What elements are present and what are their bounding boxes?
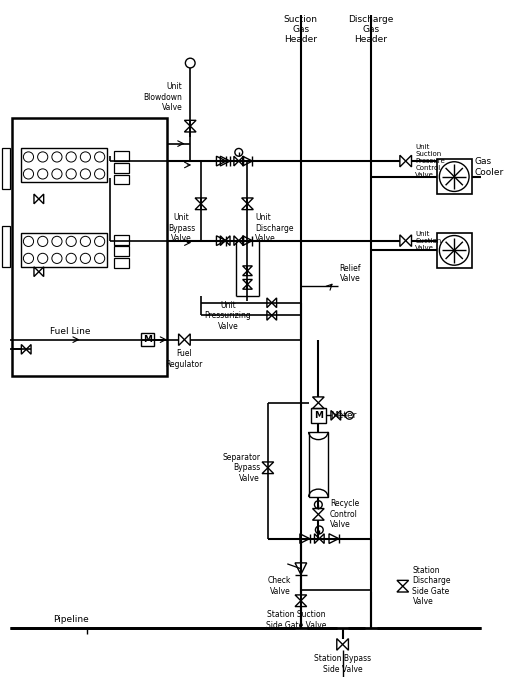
Bar bbox=[436, 233, 471, 268]
Text: Fuel Line: Fuel Line bbox=[49, 327, 90, 336]
Bar bbox=[113, 151, 129, 161]
Bar bbox=[308, 432, 327, 497]
Bar bbox=[113, 235, 129, 244]
Text: Station Bypass
Side Valve: Station Bypass Side Valve bbox=[314, 654, 371, 674]
Text: Station Suction
Side Gate Valve: Station Suction Side Gate Valve bbox=[265, 610, 326, 630]
Text: M: M bbox=[313, 411, 322, 420]
Bar bbox=[113, 175, 129, 184]
Text: Gas
Cooler: Gas Cooler bbox=[474, 157, 503, 177]
Text: Unit
Suction
Pressure
Control
Valve: Unit Suction Pressure Control Valve bbox=[415, 144, 444, 178]
Bar bbox=[21, 149, 107, 182]
Bar bbox=[113, 258, 129, 268]
Text: Pipeline: Pipeline bbox=[53, 615, 89, 624]
Text: Discharge
Gas
Header: Discharge Gas Header bbox=[347, 14, 393, 44]
Bar bbox=[12, 118, 167, 376]
Text: Relief
Valve: Relief Valve bbox=[339, 264, 361, 283]
Text: Separator
Bypass
Valve: Separator Bypass Valve bbox=[222, 453, 260, 483]
Text: Unit
Suction
Valve: Unit Suction Valve bbox=[415, 230, 441, 250]
Bar bbox=[2, 226, 10, 267]
Bar bbox=[436, 159, 471, 194]
Bar bbox=[2, 149, 10, 189]
Bar bbox=[310, 407, 325, 423]
Bar bbox=[21, 233, 107, 267]
Text: Recycle
Control
Valve: Recycle Control Valve bbox=[329, 499, 359, 529]
Bar bbox=[113, 163, 129, 173]
Text: Unit
Discharge
Valve: Unit Discharge Valve bbox=[255, 213, 293, 244]
Bar bbox=[140, 333, 154, 347]
Text: M: M bbox=[143, 335, 152, 344]
Text: Meter: Meter bbox=[329, 411, 356, 420]
Text: Station
Discharge
Side Gate
Valve: Station Discharge Side Gate Valve bbox=[412, 566, 450, 606]
Text: Unit
Blowdown
Valve: Unit Blowdown Valve bbox=[143, 82, 182, 112]
Text: Fuel
Regulator: Fuel Regulator bbox=[166, 350, 203, 369]
Text: Check
Valve: Check Valve bbox=[267, 577, 290, 596]
Text: Unit
Pressurizing
Valve: Unit Pressurizing Valve bbox=[205, 301, 251, 331]
Bar bbox=[113, 246, 129, 256]
Text: Unit
Bypass
Valve: Unit Bypass Valve bbox=[168, 213, 195, 244]
Text: Suction
Gas
Header: Suction Gas Header bbox=[283, 14, 317, 44]
